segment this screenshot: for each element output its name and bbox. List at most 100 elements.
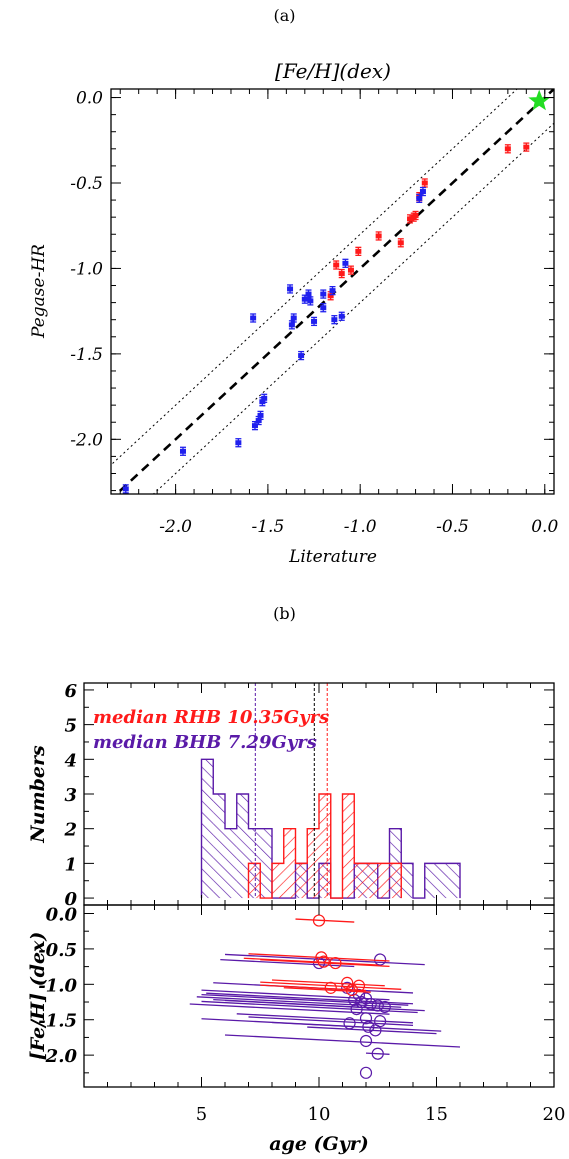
blue-data-point — [416, 193, 423, 204]
panel-label-b: (b) — [273, 604, 296, 623]
red-data-point — [421, 178, 428, 188]
red-data-point — [355, 246, 362, 256]
purple-age-series — [189, 953, 461, 1079]
red-age-point — [295, 914, 355, 927]
chart-a-x-label: Literature — [288, 547, 377, 567]
blue-data-point — [338, 311, 345, 321]
blue-data-point — [311, 316, 318, 327]
red-data-point — [333, 260, 340, 270]
red-age-point — [260, 956, 390, 970]
red-histogram-bar — [342, 794, 355, 899]
purple-age-point — [201, 1000, 418, 1014]
red-age-point — [260, 981, 367, 994]
red-histogram-bar — [272, 863, 284, 899]
chart-a-title: [Fe/H](dex) — [275, 59, 391, 83]
purple-age-point — [224, 953, 425, 966]
blue-data-point — [235, 438, 242, 448]
blue-data-point — [301, 294, 308, 304]
purple-age-point — [359, 1066, 373, 1079]
red-histogram — [247, 793, 402, 899]
red-histogram-outline — [247, 793, 402, 899]
red-data-point — [375, 231, 382, 241]
red-histogram-bar — [377, 863, 390, 899]
purple-age-point — [224, 999, 425, 1012]
y-tick-label: 5 — [64, 716, 77, 737]
chart-a-frame — [110, 88, 555, 495]
blue-data-point — [419, 186, 426, 197]
red-data-point — [523, 142, 530, 152]
red-histogram-bar — [389, 863, 402, 899]
red-histogram-bar — [248, 863, 261, 899]
legend-entry: median BHB 7.29Gyrs — [93, 732, 317, 753]
y-tick-label: 3 — [64, 785, 77, 806]
x-tick-label: 5 — [196, 1104, 207, 1125]
y-tick-label: 2 — [63, 820, 77, 841]
red-data-point — [397, 238, 404, 248]
blue-data-point — [342, 258, 349, 268]
purple-histogram-bar — [424, 863, 437, 899]
blue-data-point — [287, 284, 294, 294]
lower-offset-line — [152, 122, 554, 494]
purple-histogram-bar — [236, 794, 249, 899]
blue-data-point — [179, 446, 186, 456]
x-tick-label: 20 — [543, 1104, 566, 1125]
y-tick-label: -2.0 — [38, 1046, 77, 1067]
panel-label-a: (a) — [273, 6, 296, 25]
identity-line — [114, 89, 554, 494]
red-age-point — [243, 955, 378, 968]
blue-data-point — [320, 289, 327, 299]
y-tick-label: 4 — [64, 750, 77, 771]
purple-histogram-bar — [225, 828, 237, 899]
upper-offset-line — [111, 89, 518, 466]
purple-histogram-bar — [201, 759, 214, 899]
chart-a-y-label: Pegase-HR — [29, 244, 49, 339]
red-histogram-bar — [354, 863, 366, 899]
purple-histogram-bar — [213, 794, 225, 899]
x-tick-label: -0.5 — [436, 517, 469, 537]
red-histogram-bar — [366, 863, 378, 899]
red-histogram-bar — [283, 828, 296, 899]
red-age-series — [243, 914, 402, 997]
red-histogram-bar — [319, 794, 331, 899]
red-data-point — [504, 144, 511, 154]
red-age-point — [283, 983, 371, 997]
x-tick-label: 10 — [308, 1104, 331, 1125]
blue-data-point — [288, 320, 295, 330]
purple-age-point — [224, 1034, 461, 1048]
y-tick-label: 0.0 — [46, 904, 78, 925]
red-data-point — [347, 265, 354, 275]
blue-data-point — [329, 285, 336, 296]
y-tick-label: -1.0 — [38, 975, 77, 996]
y-tick-label: 1 — [64, 854, 77, 875]
purple-age-point — [365, 1047, 390, 1060]
x-tick-label: -1.5 — [252, 517, 285, 537]
chart-a-plot — [111, 89, 554, 494]
y-tick-label: -1.5 — [38, 1011, 77, 1032]
blue-data-point — [250, 313, 257, 323]
x-tick-label: 15 — [425, 1104, 448, 1125]
blue-data-point — [331, 315, 338, 325]
age-plot-frame — [83, 904, 555, 1088]
histogram-y-label: Numbers — [27, 745, 49, 844]
y-tick-label: -2.0 — [70, 430, 103, 450]
purple-histogram-bar — [448, 863, 460, 899]
blue-data-point — [259, 397, 266, 407]
red-data-point — [338, 268, 345, 279]
y-tick-label: -0.5 — [38, 940, 77, 961]
age-plot-x-label: age (Gyr) — [269, 1133, 369, 1155]
star-marker — [528, 89, 551, 111]
y-tick-label: 0 — [64, 889, 77, 910]
x-tick-label: 0.0 — [531, 517, 558, 537]
purple-age-point — [307, 1024, 437, 1037]
purple-histogram-bar — [260, 828, 272, 899]
blue-data-point — [122, 484, 129, 494]
purple-age-point — [271, 1020, 442, 1033]
red-histogram-bar — [295, 863, 308, 899]
x-tick-label: -1.0 — [344, 517, 377, 537]
y-tick-label: -0.5 — [70, 174, 103, 194]
red-histogram-bar — [307, 828, 319, 899]
legend-entry: median RHB 10.35Gyrs — [93, 707, 329, 728]
age-plot-y-label: [Fe/H] (dex) — [27, 932, 49, 1061]
purple-age-point — [189, 1003, 390, 1016]
